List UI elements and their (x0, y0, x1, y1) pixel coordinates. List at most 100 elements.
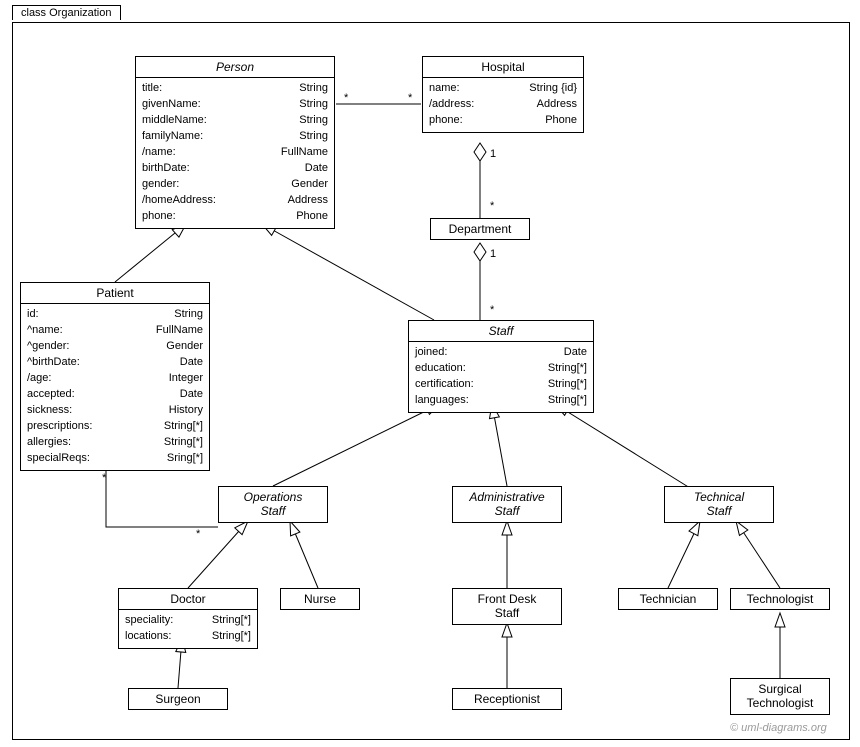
attr-name: /address: (429, 97, 486, 113)
attr-name: familyName: (142, 129, 215, 145)
attr-name: languages: (415, 393, 481, 409)
class-title: Hospital (423, 57, 583, 78)
attr-type: String[*] (548, 377, 587, 393)
attr-type: String (299, 113, 328, 129)
attr-name: phone: (429, 113, 475, 129)
multiplicity-label: * (196, 528, 200, 540)
attr-name: ^name: (27, 323, 75, 339)
class-title: Technician (619, 589, 717, 609)
attr-row: languages: String[*] (415, 393, 587, 409)
attr-row: /age: Integer (27, 371, 203, 387)
attr-row: allergies: String[*] (27, 435, 203, 451)
attr-row: middleName: String (142, 113, 328, 129)
attr-type: Gender (291, 177, 328, 193)
class-title: Receptionist (453, 689, 561, 709)
attr-row: id: String (27, 307, 203, 323)
class-attrs: joined:Dateeducation:String[*]certificat… (409, 342, 593, 412)
class-title: Nurse (281, 589, 359, 609)
attr-row: ^gender:Gender (27, 339, 203, 355)
attr-name: education: (415, 361, 478, 377)
multiplicity-label: * (490, 304, 494, 316)
attr-type: Date (564, 345, 587, 361)
attr-row: /name:FullName (142, 145, 328, 161)
attr-type: String (299, 129, 328, 145)
class-Nurse: Nurse (280, 588, 360, 610)
multiplicity-label: * (490, 200, 494, 212)
multiplicity-label: * (344, 92, 348, 104)
class-SurgicalTech: Surgical Technologist (730, 678, 830, 715)
attr-row: accepted:Date (27, 387, 203, 403)
attr-name: givenName: (142, 97, 213, 113)
attr-type: String[*] (164, 419, 203, 435)
class-title: Administrative Staff (453, 487, 561, 522)
attr-name: accepted: (27, 387, 87, 403)
class-title: Technologist (731, 589, 829, 609)
class-Staff: Staffjoined:Dateeducation:String[*]certi… (408, 320, 594, 413)
attr-type: String {id} (529, 81, 577, 97)
attr-row: phone:Phone (142, 209, 328, 225)
class-title: Technical Staff (665, 487, 773, 522)
class-title: Operations Staff (219, 487, 327, 522)
class-Department: Department (430, 218, 530, 240)
attr-type: String[*] (548, 361, 587, 377)
class-Doctor: Doctorspeciality:String[*]locations:Stri… (118, 588, 258, 649)
attr-row: ^birthDate:Date (27, 355, 203, 371)
attr-name: ^gender: (27, 339, 81, 355)
attr-type: Sring[*] (167, 451, 203, 467)
class-title: Person (136, 57, 334, 78)
attr-row: ^name: FullName (27, 323, 203, 339)
attr-row: sickness:History (27, 403, 203, 419)
class-Technician: Technician (618, 588, 718, 610)
class-title: Staff (409, 321, 593, 342)
attr-row: education: String[*] (415, 361, 587, 377)
class-AdministrativeStaff: Administrative Staff (452, 486, 562, 523)
attr-row: specialReqs: Sring[*] (27, 451, 203, 467)
attr-row: title:String (142, 81, 328, 97)
class-Person: Persontitle:StringgivenName:Stringmiddle… (135, 56, 335, 229)
attr-type: String (174, 307, 203, 323)
class-attrs: speciality:String[*]locations:String[*] (119, 610, 257, 648)
attr-name: name: (429, 81, 472, 97)
attr-row: givenName: String (142, 97, 328, 113)
attr-type: String (299, 97, 328, 113)
attr-name: ^birthDate: (27, 355, 92, 371)
attr-row: phone:Phone (429, 113, 577, 129)
attr-type: String[*] (212, 629, 251, 645)
attr-type: Integer (169, 371, 203, 387)
attr-type: FullName (156, 323, 203, 339)
class-Technologist: Technologist (730, 588, 830, 610)
class-attrs: id: String ^name: FullName^gender:Gender^bi… (21, 304, 209, 469)
attr-row: locations:String[*] (125, 629, 251, 645)
attr-name: sickness: (27, 403, 84, 419)
attr-name: specialReqs: (27, 451, 102, 467)
multiplicity-label: * (102, 472, 106, 484)
class-title: Department (431, 219, 529, 239)
attr-type: Address (537, 97, 577, 113)
attr-type: Date (305, 161, 328, 177)
multiplicity-label: 1 (490, 148, 496, 160)
class-title: Doctor (119, 589, 257, 610)
attr-type: String[*] (212, 613, 251, 629)
attr-type: String[*] (548, 393, 587, 409)
attr-row: /homeAddress:Address (142, 193, 328, 209)
attr-row: gender:Gender (142, 177, 328, 193)
class-Surgeon: Surgeon (128, 688, 228, 710)
attr-name: /age: (27, 371, 63, 387)
class-attrs: title:StringgivenName: String middleName: S… (136, 78, 334, 227)
attr-name: allergies: (27, 435, 83, 451)
class-Patient: Patientid:String^name:FullName^gender:Ge… (20, 282, 210, 471)
package-tab: class Organization (12, 5, 121, 20)
attr-name: middleName: (142, 113, 219, 129)
attr-name: prescriptions: (27, 419, 104, 435)
attr-row: joined: Date (415, 345, 587, 361)
class-TechnicalStaff: Technical Staff (664, 486, 774, 523)
attr-type: String[*] (164, 435, 203, 451)
attr-type: String (299, 81, 328, 97)
attr-name: phone: (142, 209, 188, 225)
attr-name: joined: (415, 345, 459, 361)
attr-name: id: (27, 307, 51, 323)
attr-row: certification: String[*] (415, 377, 587, 393)
attr-name: certification: (415, 377, 486, 393)
class-FrontDeskStaff: Front Desk Staff (452, 588, 562, 625)
class-Receptionist: Receptionist (452, 688, 562, 710)
